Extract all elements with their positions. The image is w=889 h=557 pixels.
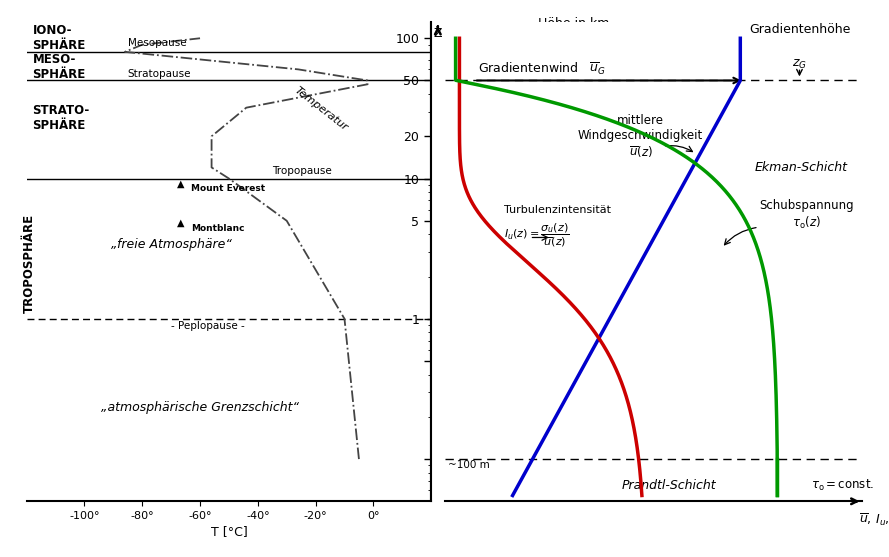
Text: Z: Z [434, 27, 442, 40]
Text: Montblanc: Montblanc [191, 224, 244, 233]
Text: $z_G$: $z_G$ [792, 58, 807, 71]
Text: $\tau_{\rm o} = {\rm const.}$: $\tau_{\rm o} = {\rm const.}$ [811, 478, 874, 493]
Text: IONO-
SPHÄRE: IONO- SPHÄRE [32, 25, 85, 52]
Text: „freie Atmosphäre“: „freie Atmosphäre“ [111, 238, 231, 251]
X-axis label: T [°C]: T [°C] [211, 525, 247, 538]
Text: ~100 m: ~100 m [448, 460, 490, 470]
Text: Temperatur: Temperatur [292, 85, 349, 133]
Text: Schubspannung
$\tau_{\rm o}(z)$: Schubspannung $\tau_{\rm o}(z)$ [759, 199, 854, 231]
Text: „atmosphärische Grenzschicht“: „atmosphärische Grenzschicht“ [101, 401, 299, 414]
Text: - Peplopause -: - Peplopause - [171, 321, 244, 331]
Text: Tropopause: Tropopause [272, 165, 332, 175]
Text: Gradientenwind   $\overline{u}_G$: Gradientenwind $\overline{u}_G$ [477, 61, 605, 77]
Text: ▲: ▲ [177, 179, 184, 189]
Text: TROPOSPHÄRE: TROPOSPHÄRE [23, 213, 36, 312]
Text: Stratopause: Stratopause [128, 69, 191, 79]
Text: Gradientenhöhe: Gradientenhöhe [749, 23, 850, 36]
Text: ▲: ▲ [177, 218, 184, 228]
Text: Mesopause: Mesopause [128, 38, 187, 48]
Text: Prandtl-Schicht: Prandtl-Schicht [622, 479, 717, 492]
Text: Ekman-Schicht: Ekman-Schicht [755, 161, 847, 174]
Text: Höhe in km: Höhe in km [538, 17, 609, 30]
Text: mittlere
Windgeschwindigkeit
$\overline{u}(z)$: mittlere Windgeschwindigkeit $\overline{… [578, 114, 703, 159]
Text: MESO-
SPHÄRE: MESO- SPHÄRE [32, 53, 85, 81]
Text: Mount Everest: Mount Everest [191, 184, 266, 193]
Text: Turbulenzintensität
$I_u(z)=\dfrac{\sigma_u(z)}{\overline{u}(z)}$: Turbulenzintensität $I_u(z)=\dfrac{\sigm… [504, 206, 611, 249]
Text: STRATO-
SPHÄRE: STRATO- SPHÄRE [32, 104, 90, 132]
Text: $\overline{u}$$,\, I_u,\, \tau_{\rm o}$: $\overline{u}$$,\, I_u,\, \tau_{\rm o}$ [859, 511, 889, 527]
